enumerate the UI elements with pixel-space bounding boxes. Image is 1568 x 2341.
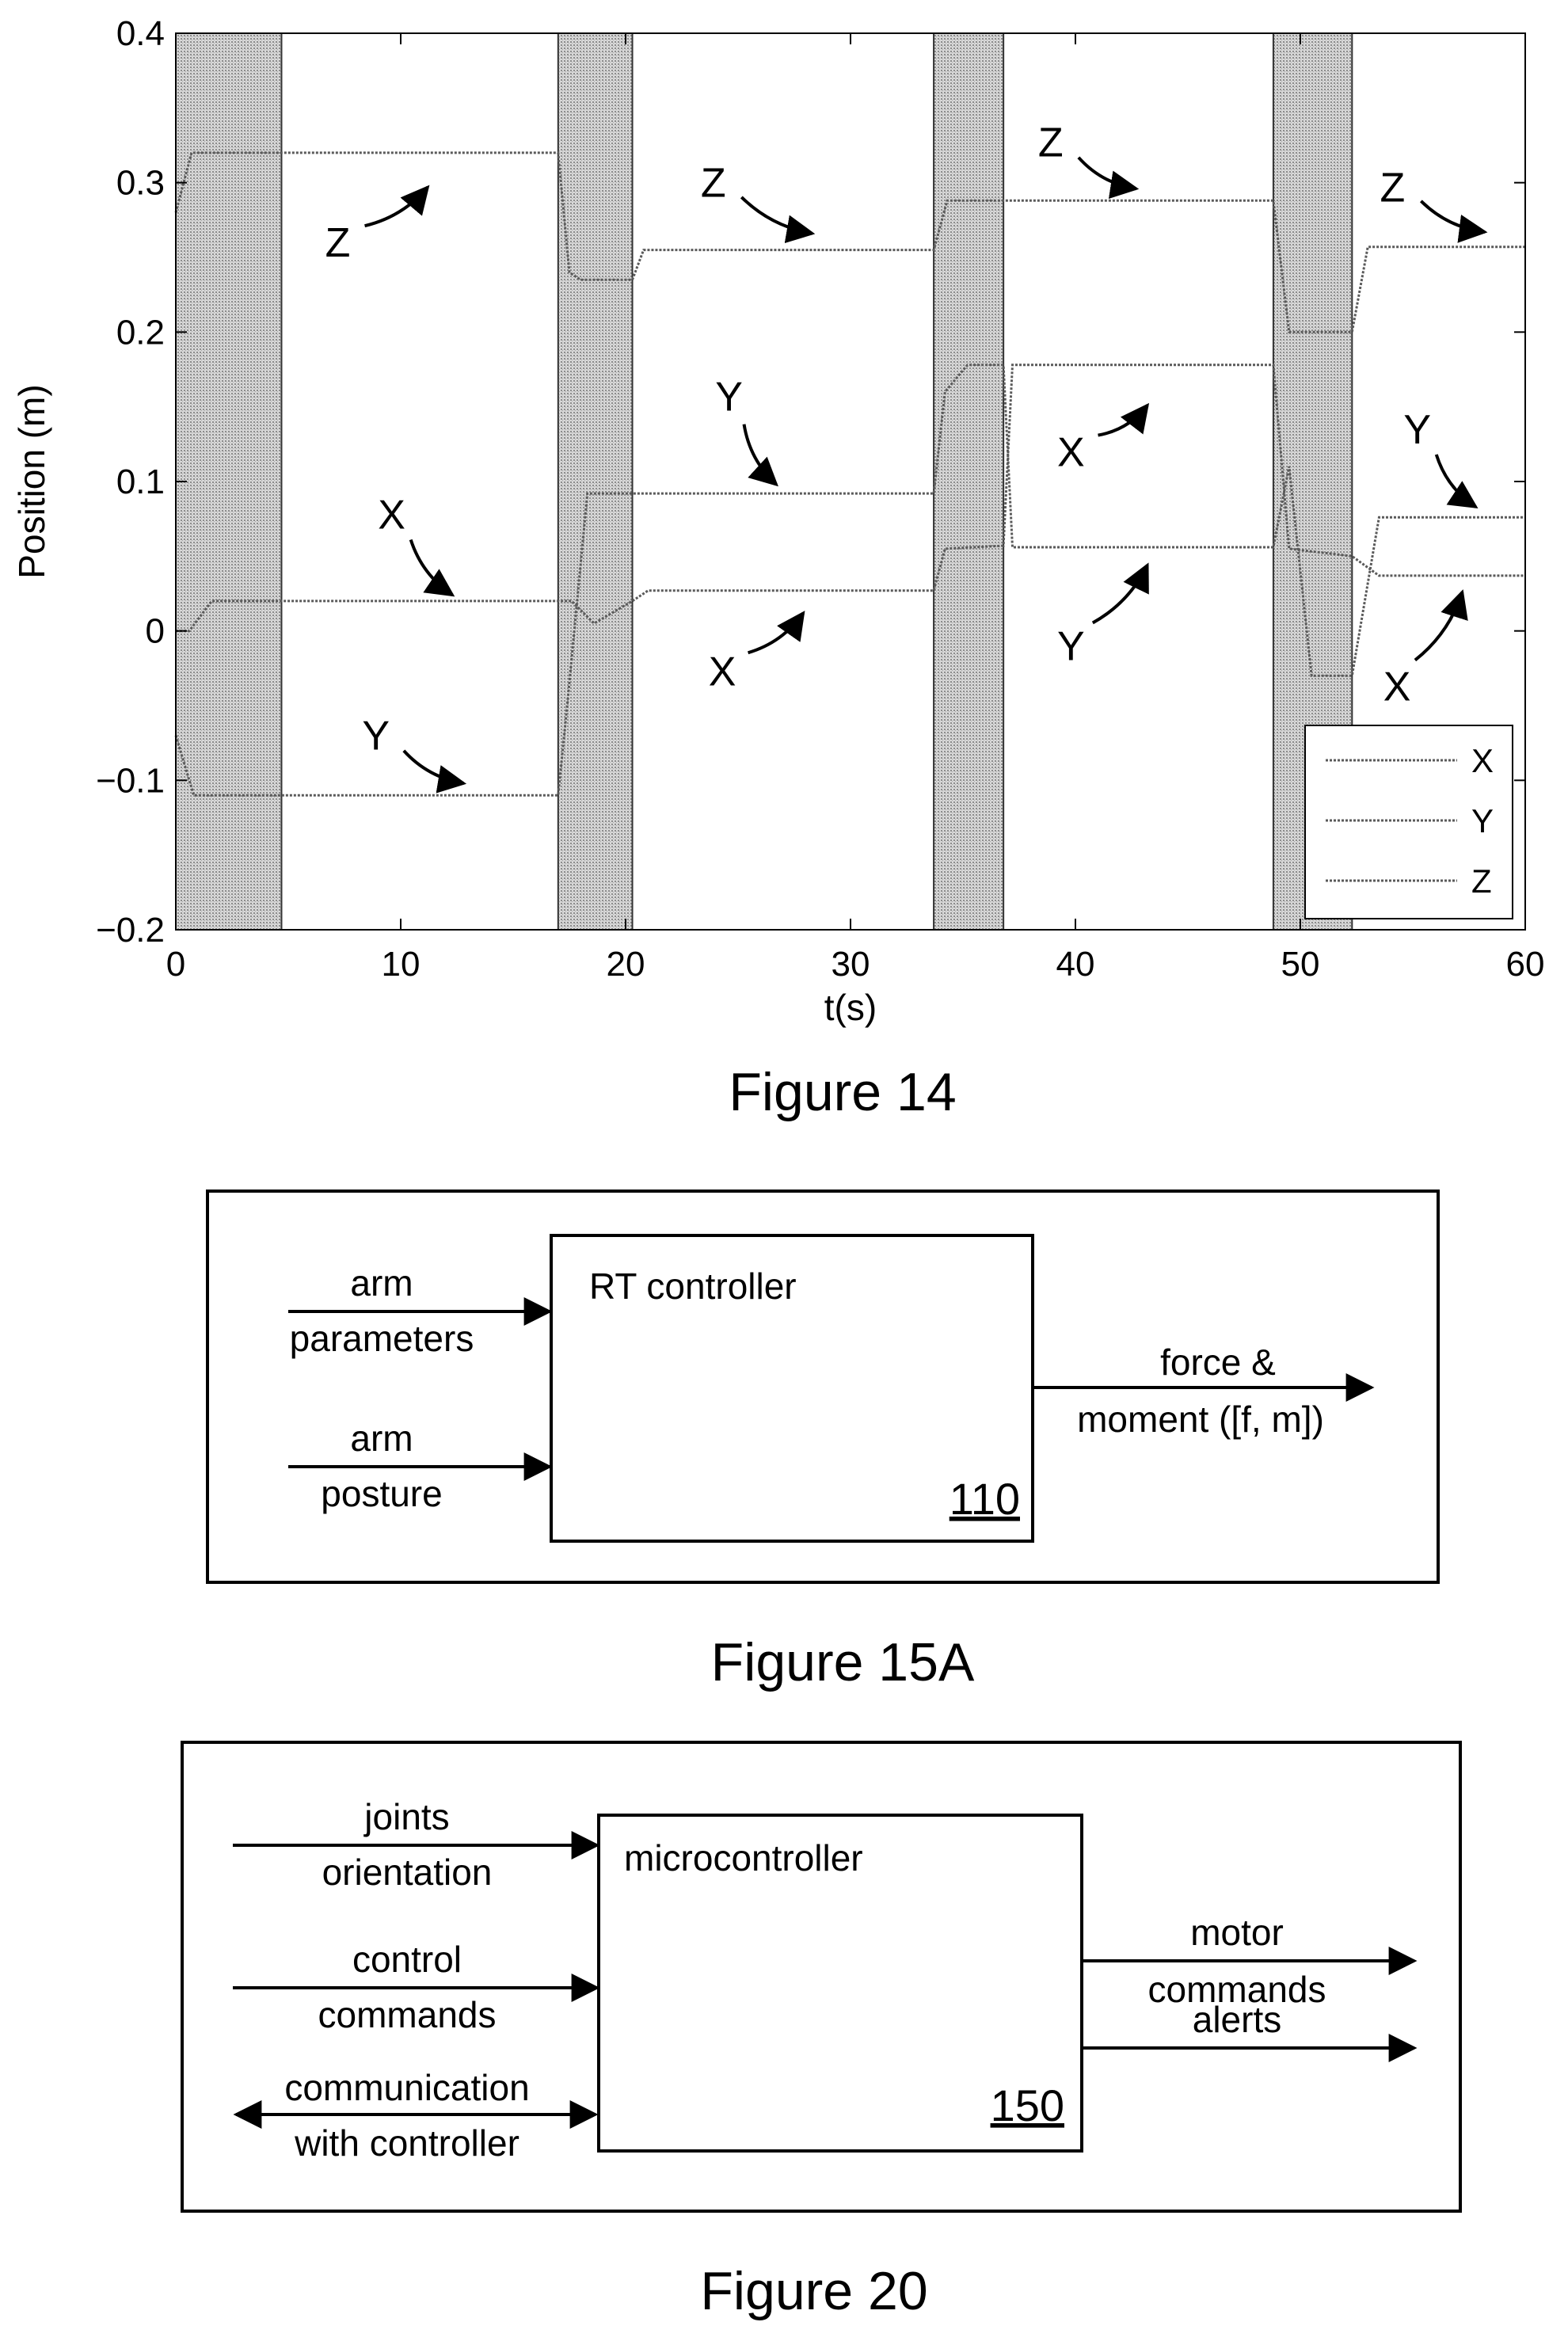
joints-orientation-label-2: orientation [322,1852,493,1893]
series-line-x [176,364,1525,633]
shaded-interval-1 [557,32,634,931]
annotation-arrow-4 [742,424,778,487]
annotation-label-z: Z [701,161,726,207]
annotation-arrow-9 [1420,200,1488,243]
communication-label-2: with controller [294,2122,519,2164]
x-tick-label: 60 [1506,945,1545,984]
arm-parameters-label-2: parameters [290,1318,474,1359]
annotation-label-y: Y [715,374,743,420]
annotation-arrow-3 [740,196,816,244]
y-tick-label: −0.2 [96,911,165,950]
microcontroller-ref: 150 [991,2080,1064,2130]
communication-label-1: communication [284,2067,529,2108]
y-tick-label: 0.4 [116,14,165,53]
shaded-interval-0 [175,32,283,931]
annotation-arrow-2 [402,749,467,794]
x-tick-label: 20 [607,945,645,984]
annotation-label-x: X [1057,429,1085,475]
annotation-arrow-5 [748,611,805,655]
x-axis-label: t(s) [824,987,877,1028]
y-tick-label: 0.2 [116,313,165,352]
arm-posture-label-2: posture [321,1473,442,1514]
arm-parameters-label-1: arm [350,1262,413,1304]
arm-posture-label-1: arm [350,1418,413,1459]
annotation-arrow-6 [1077,156,1140,200]
y-tick-label: 0 [146,612,165,651]
chart-legend: XYZ [1304,725,1513,919]
series-lines [174,151,1525,797]
figure-20-caption: Figure 20 [700,2261,927,2321]
annotation-label-z: Z [1380,165,1406,211]
rt-controller-label: RT controller [589,1266,797,1307]
annotation-arrow-1 [409,539,455,597]
force-moment-label-1: force & [1160,1342,1276,1383]
annotation-label-z: Z [1038,120,1064,166]
force-moment-label-2: moment ([f, m]) [1077,1399,1324,1440]
figure-14-caption: Figure 14 [729,1062,956,1122]
annotation-arrow-10 [1434,454,1479,509]
shaded-intervals [175,32,1353,931]
x-tick-label: 0 [166,945,185,984]
motor-commands-label-2: commands [1148,1969,1326,2010]
legend-label-y: Y [1471,802,1494,839]
annotation-arrow-7 [1098,402,1150,437]
shaded-interval-2 [933,32,1005,931]
legend-label-x: X [1471,742,1494,779]
microcontroller-label: microcontroller [624,1837,863,1879]
annotation-arrow-8 [1091,562,1149,625]
outer-frame [206,1190,1440,1584]
figure-15a-caption: Figure 15A [711,1632,975,1692]
control-commands-label-1: control [352,1939,462,1980]
motor-commands-label-1: motor [1190,1912,1284,1953]
y-axis-label: Position (m) [11,384,52,578]
figure-15a-diagram: RT controller 110 arm parameters arm pos… [206,1190,1440,1692]
annotation-arrow-0 [364,185,430,228]
legend-label-z: Z [1471,862,1492,900]
outer-frame [181,1741,1462,2213]
figure-20-diagram: microcontroller 150 joints orientation c… [181,1741,1462,2321]
alerts-label: alerts [1193,1999,1281,2040]
annotation-label-y: Y [1403,407,1431,453]
annotation-arrow-11 [1414,589,1468,662]
annotation-label-x: X [1383,664,1411,710]
rt-controller-box [550,1234,1034,1543]
x-tick-label: 30 [832,945,870,984]
joints-orientation-label-1: joints [363,1796,449,1837]
axis-ticks: 0 10 20 30 40 50 60 −0.2 −0.1 0 0.1 0.2 0.3 0.4 [96,14,1544,984]
y-tick-label: 0.3 [116,164,165,203]
y-tick-label: 0.1 [116,462,165,501]
chart-annotations: Z X Y Z Y X Z X Y Z Y X [325,120,1488,794]
y-tick-label: −0.1 [96,761,165,800]
series-line-y [174,364,1525,797]
figure-14-chart: 0 10 20 30 40 50 60−0.2−0.100.10.20.30.4 ZXYZY… [11,14,1544,1122]
series-line-z [174,151,1525,333]
control-commands-label-2: commands [318,1994,497,2035]
annotation-label-z: Z [325,220,351,266]
x-tick-label: 40 [1056,945,1095,984]
annotation-label-x: X [709,649,736,695]
annotation-label-y: Y [362,714,390,759]
annotation-label-x: X [378,493,405,539]
annotation-label-y: Y [1057,624,1085,670]
x-tick-label: 10 [382,945,421,984]
rt-controller-ref: 110 [950,1474,1020,1524]
x-tick-label: 50 [1281,945,1320,984]
legend-box [1304,725,1513,919]
